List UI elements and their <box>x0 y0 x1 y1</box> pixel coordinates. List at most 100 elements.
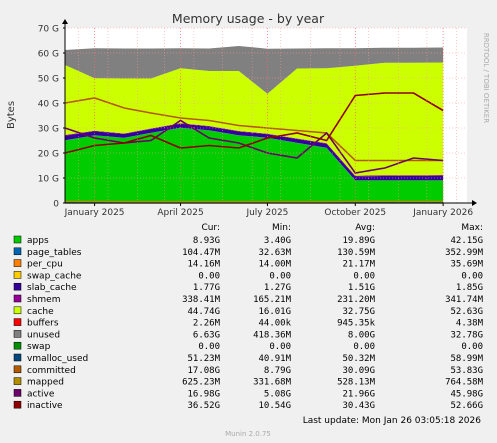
legend-name: mapped <box>27 378 64 388</box>
y-tick-label: 60 G <box>38 50 59 60</box>
legend-value-min: 5.08G <box>264 389 291 399</box>
generator-credit: Munin 2.0.75 <box>225 430 271 438</box>
legend-value-cur: 1.77G <box>193 283 220 293</box>
legend-value-cur: 51.23M <box>187 354 220 364</box>
legend-value-cur: 0.00 <box>198 271 220 281</box>
legend-value-max: 52.63G <box>450 307 483 317</box>
legend-value-min: 8.79G <box>264 366 291 376</box>
legend-value-max: 4.38M <box>456 319 484 329</box>
legend-swatch <box>13 353 22 362</box>
legend-value-avg: 0.00 <box>353 342 375 352</box>
legend-swatch <box>13 306 22 315</box>
legend-name: active <box>27 389 55 399</box>
legend-swatch <box>13 377 22 385</box>
legend-name: cache <box>27 307 54 317</box>
legend-value-min: 3.40G <box>264 236 291 246</box>
legend-value-cur: 44.74G <box>187 307 220 317</box>
area-layer <box>65 45 444 203</box>
legend-name: apps <box>27 236 49 246</box>
legend-swatch <box>13 247 22 256</box>
legend-value-avg: 19.89G <box>342 236 375 246</box>
legend-swatch <box>13 259 22 267</box>
legend-value-cur: 8.93G <box>193 236 220 246</box>
y-tick-label: 50 G <box>38 75 59 85</box>
legend-value-avg: 50.32M <box>342 354 375 364</box>
y-tick-label: 70 G <box>38 25 59 35</box>
legend-name: committed <box>27 366 76 376</box>
legend-header: Max: <box>461 223 483 233</box>
legend-header: Min: <box>272 223 291 233</box>
legend-value-min: 40.91M <box>258 354 291 364</box>
line-inactive <box>64 92 444 154</box>
legend-value-max: 764.58M <box>445 378 484 388</box>
legend-swatch <box>13 294 22 303</box>
chart-title: Memory usage - by year <box>172 11 325 26</box>
y-axis-arrow <box>62 19 68 24</box>
x-tick-label: July 2025 <box>245 208 288 218</box>
legend-value-avg: 30.09G <box>342 366 375 376</box>
legend-swatch <box>13 235 22 244</box>
legend-name: buffers <box>27 319 59 329</box>
x-tick-label: January 2025 <box>64 208 125 218</box>
legend-value-cur: 338.41M <box>182 295 221 305</box>
area-apps <box>65 128 444 203</box>
legend-value-cur: 2.26M <box>193 319 221 329</box>
legend-swatch <box>13 330 22 338</box>
y-ticks: 0 10 G 20 G 30 G 40 G 50 G 60 G 70 G <box>38 19 68 210</box>
grid-layer <box>65 27 467 203</box>
x-tick-label: April 2025 <box>157 208 203 218</box>
line-active <box>64 119 444 174</box>
legend-value-cur: 16.98G <box>187 389 220 399</box>
legend-value-min: 32.63M <box>258 248 291 258</box>
legend-value-max: 58.99M <box>450 354 483 364</box>
legend-value-avg: 21.17M <box>342 260 375 270</box>
legend-value-cur: 625.23M <box>182 378 221 388</box>
legend-name: page_tables <box>27 248 82 258</box>
last-update: Last update: Mon Jan 26 03:05:18 2026 <box>303 416 482 426</box>
x-axis-arrow <box>472 200 477 206</box>
legend-swatch <box>13 389 22 397</box>
legend-name: vmalloc_used <box>27 354 88 364</box>
legend-value-min: 10.54G <box>258 401 291 411</box>
legend-value-max: 45.98G <box>450 389 483 399</box>
legend-value-cur: 104.47M <box>182 248 221 258</box>
area-unused <box>65 45 444 94</box>
x-tick-label: January 2026 <box>412 208 473 218</box>
legend-value-max: 1.85G <box>456 283 483 293</box>
legend-value-max: 0.00 <box>461 342 483 352</box>
x-tick-label: October 2025 <box>324 208 386 218</box>
legend-name: inactive <box>27 401 63 411</box>
legend-value-min: 165.21M <box>253 295 292 305</box>
legend-value-min: 0.00 <box>269 342 291 352</box>
legend-value-avg: 130.59M <box>337 248 376 258</box>
legend-value-max: 0.00 <box>461 271 483 281</box>
legend-value-cur: 17.08G <box>187 366 220 376</box>
legend-value-max: 53.83G <box>450 366 483 376</box>
legend-name: per_cpu <box>27 260 63 270</box>
legend-value-cur: 0.00 <box>198 342 220 352</box>
legend-value-avg: 0.00 <box>353 271 375 281</box>
legend-value-min: 0.00 <box>269 271 291 281</box>
watermark: RRDTOOL / TOBI OETIKER <box>482 33 490 123</box>
y-tick-label: 0 <box>53 200 59 210</box>
y-tick-label: 40 G <box>38 100 59 110</box>
legend-swatch <box>13 282 22 291</box>
legend-swatch <box>13 318 22 326</box>
legend-value-max: 32.78G <box>450 330 483 340</box>
legend-name: swap <box>27 342 51 352</box>
legend-value-avg: 1.51G <box>348 283 375 293</box>
legend-value-max: 42.15G <box>450 236 483 246</box>
legend-swatch <box>13 400 22 409</box>
area-cache <box>65 62 444 176</box>
legend-value-min: 14.00M <box>258 260 291 270</box>
line-committed <box>64 97 444 162</box>
legend-name: swap_cache <box>27 271 82 281</box>
legend-value-cur: 6.63G <box>193 330 220 340</box>
area-slab-cache <box>65 123 444 181</box>
legend-value-avg: 8.00G <box>348 330 375 340</box>
legend-value-min: 44.00k <box>258 319 291 329</box>
legend-value-max: 341.74M <box>445 295 484 305</box>
legend-value-min: 331.68M <box>253 378 292 388</box>
